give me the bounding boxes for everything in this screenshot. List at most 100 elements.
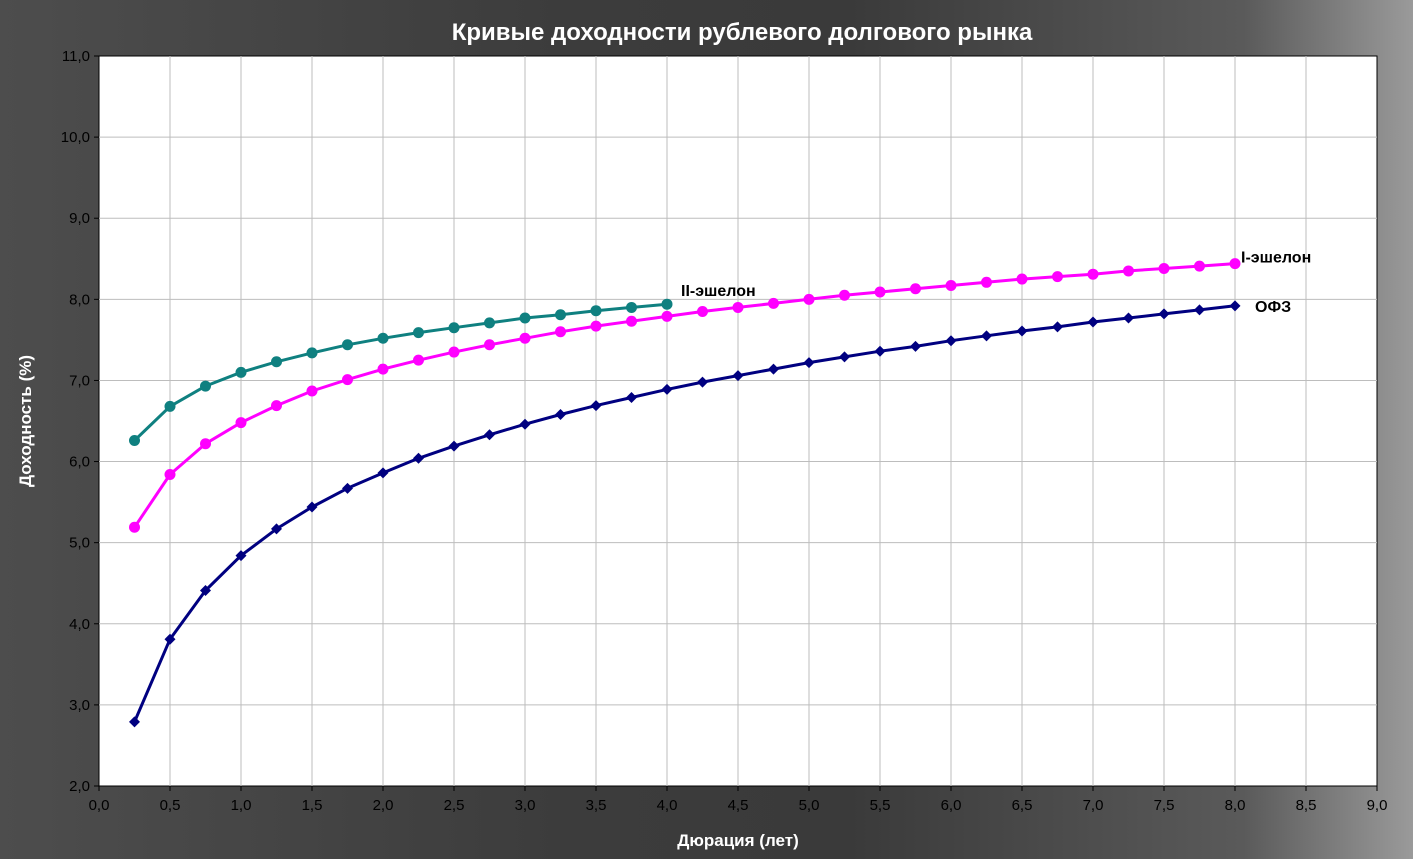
- data-point-echelon-1: [661, 310, 673, 322]
- x-tick-label: 6,5: [1012, 797, 1033, 814]
- data-point-echelon-2: [626, 301, 637, 313]
- y-tick-label: 8,0: [69, 291, 90, 308]
- data-point-ofz: [1052, 321, 1063, 333]
- data-point-ofz: [626, 391, 637, 403]
- x-tick-label: 7,5: [1154, 797, 1175, 814]
- data-point-echelon-1: [874, 286, 886, 298]
- x-tick-label: 2,5: [444, 797, 465, 814]
- data-point-echelon-2: [164, 400, 176, 412]
- data-point-echelon-1: [590, 320, 602, 332]
- data-point-echelon-1: [1229, 258, 1241, 270]
- data-point-ofz: [377, 467, 389, 479]
- data-point-echelon-1: [945, 280, 957, 292]
- data-point-ofz: [342, 482, 353, 494]
- data-point-echelon-1: [306, 385, 318, 397]
- data-point-ofz: [1087, 316, 1099, 328]
- x-tick-label: 1,0: [231, 797, 252, 814]
- data-point-echelon-2: [377, 332, 389, 344]
- data-point-ofz: [164, 633, 176, 645]
- data-point-echelon-2: [661, 298, 673, 310]
- y-tick-label: 6,0: [69, 454, 90, 471]
- x-tick-label: 4,5: [728, 797, 749, 814]
- data-point-echelon-1: [1052, 271, 1063, 283]
- chart-title: Кривые доходности рублевого долгового ры…: [452, 19, 1033, 46]
- x-tick-label: 9,0: [1367, 797, 1388, 814]
- x-tick-label: 6,0: [941, 797, 962, 814]
- data-point-echelon-2: [448, 322, 460, 334]
- data-point-echelon-1: [200, 438, 211, 450]
- data-point-ofz: [235, 550, 247, 562]
- y-tick-label: 11,0: [62, 48, 90, 65]
- data-point-echelon-1: [768, 297, 779, 309]
- data-point-ofz: [981, 330, 992, 342]
- data-point-ofz: [1123, 312, 1134, 324]
- data-point-echelon-1: [697, 306, 708, 317]
- x-tick-label: 4,0: [657, 797, 678, 814]
- data-point-echelon-1: [732, 301, 744, 313]
- data-point-echelon-2: [235, 366, 247, 378]
- x-axis-title: Дюрация (лет): [677, 831, 798, 850]
- series-line-ofz: [133, 304, 1236, 723]
- data-point-ofz: [697, 376, 708, 388]
- data-point-echelon-2: [200, 380, 211, 392]
- y-tick-label: 5,0: [69, 535, 90, 552]
- data-point-echelon-1: [1087, 268, 1099, 280]
- x-tick-label: 8,5: [1296, 797, 1317, 814]
- data-point-ofz: [1016, 325, 1028, 337]
- data-point-ofz: [945, 335, 957, 347]
- data-point-echelon-1: [519, 332, 531, 344]
- data-point-ofz: [1194, 304, 1205, 316]
- data-point-ofz: [200, 585, 211, 597]
- data-point-echelon-2: [555, 309, 566, 321]
- data-point-echelon-2: [590, 305, 602, 317]
- y-tick-label: 2,0: [69, 778, 90, 795]
- series-echelon-2: [129, 298, 673, 446]
- data-point-echelon-1: [271, 400, 282, 412]
- x-tick-label: 3,0: [515, 797, 536, 814]
- data-point-ofz: [1158, 308, 1170, 320]
- data-point-ofz: [839, 351, 850, 363]
- series-echelon-1: [129, 258, 1241, 533]
- data-point-echelon-2: [484, 317, 495, 329]
- data-point-echelon-1: [164, 469, 176, 481]
- data-point-echelon-2: [342, 339, 353, 351]
- data-point-ofz: [1229, 300, 1241, 312]
- data-point-echelon-2: [519, 312, 531, 324]
- data-point-ofz: [661, 383, 673, 395]
- series-ofz: [129, 300, 1241, 728]
- data-point-echelon-1: [981, 276, 992, 288]
- data-point-ofz: [768, 363, 779, 375]
- data-point-echelon-1: [555, 326, 566, 338]
- data-point-echelon-1: [377, 363, 389, 375]
- data-point-ofz: [590, 400, 602, 412]
- x-tick-label: 8,0: [1225, 797, 1246, 814]
- data-point-echelon-1: [803, 293, 815, 305]
- y-tick-label: 10,0: [61, 129, 90, 146]
- x-tick-label: 7,0: [1083, 797, 1104, 814]
- data-point-ofz: [803, 357, 815, 369]
- data-point-ofz: [129, 716, 140, 728]
- data-point-echelon-2: [306, 347, 318, 359]
- data-point-ofz: [484, 429, 495, 441]
- data-point-echelon-1: [1016, 273, 1028, 285]
- y-tick-label: 9,0: [69, 210, 90, 227]
- series-label-ofz: ОФЗ: [1255, 299, 1291, 316]
- series-line-echelon-2: [133, 302, 668, 442]
- series-layer: [129, 258, 1241, 728]
- data-point-echelon-1: [129, 521, 140, 533]
- data-point-echelon-1: [448, 346, 460, 358]
- data-point-ofz: [910, 340, 921, 352]
- data-point-ofz: [874, 345, 886, 357]
- y-tick-label: 3,0: [69, 697, 90, 714]
- data-point-echelon-2: [413, 327, 424, 339]
- series-label-echelon-2: II-эшелон: [681, 283, 756, 300]
- data-point-echelon-1: [235, 417, 247, 429]
- data-point-echelon-1: [1123, 265, 1134, 277]
- data-point-ofz: [271, 523, 282, 535]
- series-labels: II-эшелон I-эшелон ОФЗ: [681, 250, 1311, 316]
- data-point-echelon-1: [1194, 260, 1205, 272]
- x-tick-label: 0,5: [160, 797, 181, 814]
- y-tick-label: 7,0: [69, 372, 90, 389]
